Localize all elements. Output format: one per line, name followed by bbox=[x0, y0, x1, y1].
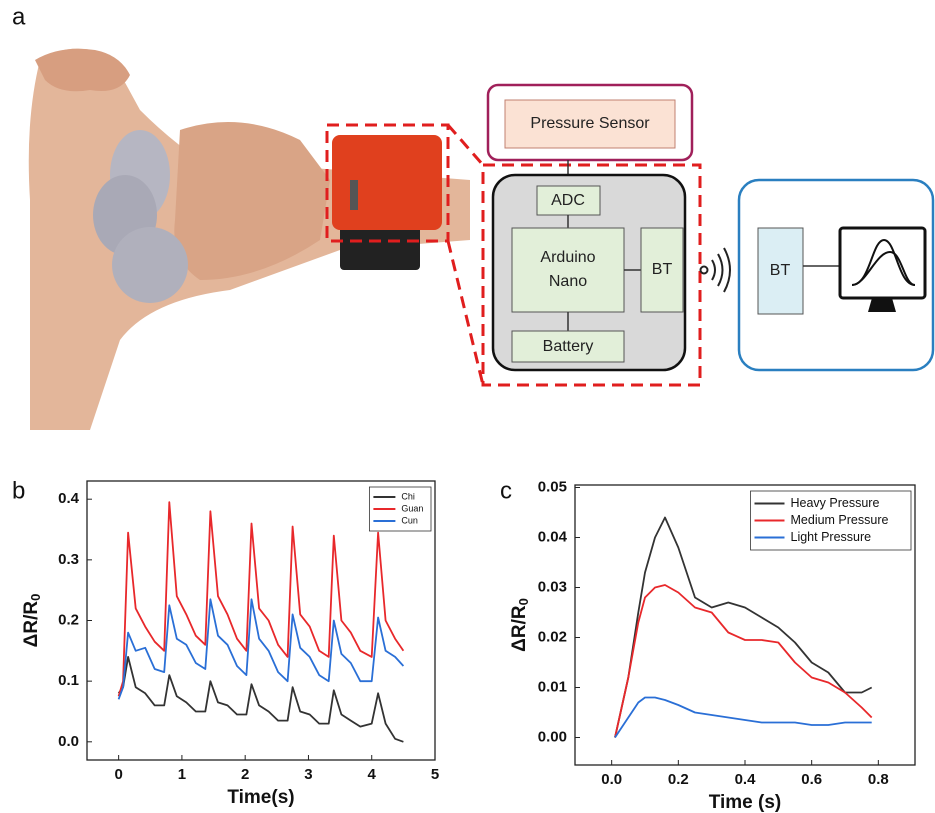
x-tick-label: 0.6 bbox=[801, 771, 822, 788]
legend-label: Cun bbox=[401, 515, 418, 525]
y-tick-label: 0.04 bbox=[538, 528, 568, 545]
series-line bbox=[119, 502, 404, 696]
figure: a Pressure Sensor ADC Arduino Nano BT bbox=[0, 0, 935, 813]
series-line bbox=[615, 698, 872, 738]
y-axis-label: ΔR/R0 bbox=[509, 598, 531, 652]
y-tick-label: 0.05 bbox=[538, 478, 567, 495]
series-line bbox=[615, 518, 872, 738]
y-tick-label: 0.00 bbox=[538, 728, 567, 745]
x-tick-label: 0.4 bbox=[735, 771, 757, 788]
series-line bbox=[119, 657, 404, 742]
x-axis-label: Time(s) bbox=[227, 787, 294, 808]
y-axis-label: ΔR/R0 bbox=[21, 594, 43, 648]
node-label: Nano bbox=[549, 273, 587, 290]
y-tick-label: 0.0 bbox=[58, 733, 79, 750]
y-tick-label: 0.1 bbox=[58, 672, 79, 689]
wireless-icon bbox=[701, 248, 731, 292]
x-tick-label: 0.0 bbox=[601, 771, 622, 788]
x-tick-label: 5 bbox=[431, 766, 439, 783]
x-tick-label: 0.2 bbox=[668, 771, 689, 788]
x-tick-label: 0.8 bbox=[868, 771, 889, 788]
y-axis-label-sub: 0 bbox=[28, 594, 43, 601]
y-axis-label-main: ΔR/R bbox=[21, 601, 42, 648]
legend-label: Light Pressure bbox=[791, 530, 872, 544]
y-tick-label: 0.01 bbox=[538, 678, 567, 695]
monitor-icon bbox=[840, 228, 925, 312]
y-tick-label: 0.2 bbox=[58, 611, 79, 628]
x-tick-label: 4 bbox=[368, 766, 377, 783]
legend-label: Medium Pressure bbox=[791, 513, 889, 527]
node-label: ADC bbox=[551, 192, 585, 209]
panel-label: c bbox=[500, 477, 512, 504]
y-axis-label-main: ΔR/R bbox=[509, 605, 530, 652]
panel-label: a bbox=[12, 3, 26, 30]
node-label: BT bbox=[652, 261, 673, 278]
y-tick-label: 0.02 bbox=[538, 628, 567, 645]
photo bbox=[29, 49, 470, 430]
legend-label: Chi bbox=[401, 491, 415, 501]
y-tick-label: 0.03 bbox=[538, 578, 567, 595]
node-label: Battery bbox=[543, 338, 594, 355]
x-tick-label: 3 bbox=[304, 766, 312, 783]
node-label: Pressure Sensor bbox=[530, 115, 650, 132]
x-axis-label: Time (s) bbox=[709, 792, 782, 813]
node-label: BT bbox=[770, 262, 791, 279]
y-axis-label-sub: 0 bbox=[516, 598, 531, 605]
y-tick-label: 0.4 bbox=[58, 490, 80, 507]
legend-label: Guan bbox=[401, 503, 423, 513]
panel-label: b bbox=[12, 477, 25, 504]
x-tick-label: 1 bbox=[178, 766, 186, 783]
legend-label: Heavy Pressure bbox=[791, 496, 880, 510]
series-line bbox=[119, 599, 404, 699]
node-label: Arduino bbox=[540, 249, 595, 266]
x-tick-label: 2 bbox=[241, 766, 249, 783]
y-tick-label: 0.3 bbox=[58, 551, 79, 568]
diagram: Pressure Sensor ADC Arduino Nano BT Batt… bbox=[488, 85, 933, 370]
x-tick-label: 0 bbox=[114, 766, 122, 783]
